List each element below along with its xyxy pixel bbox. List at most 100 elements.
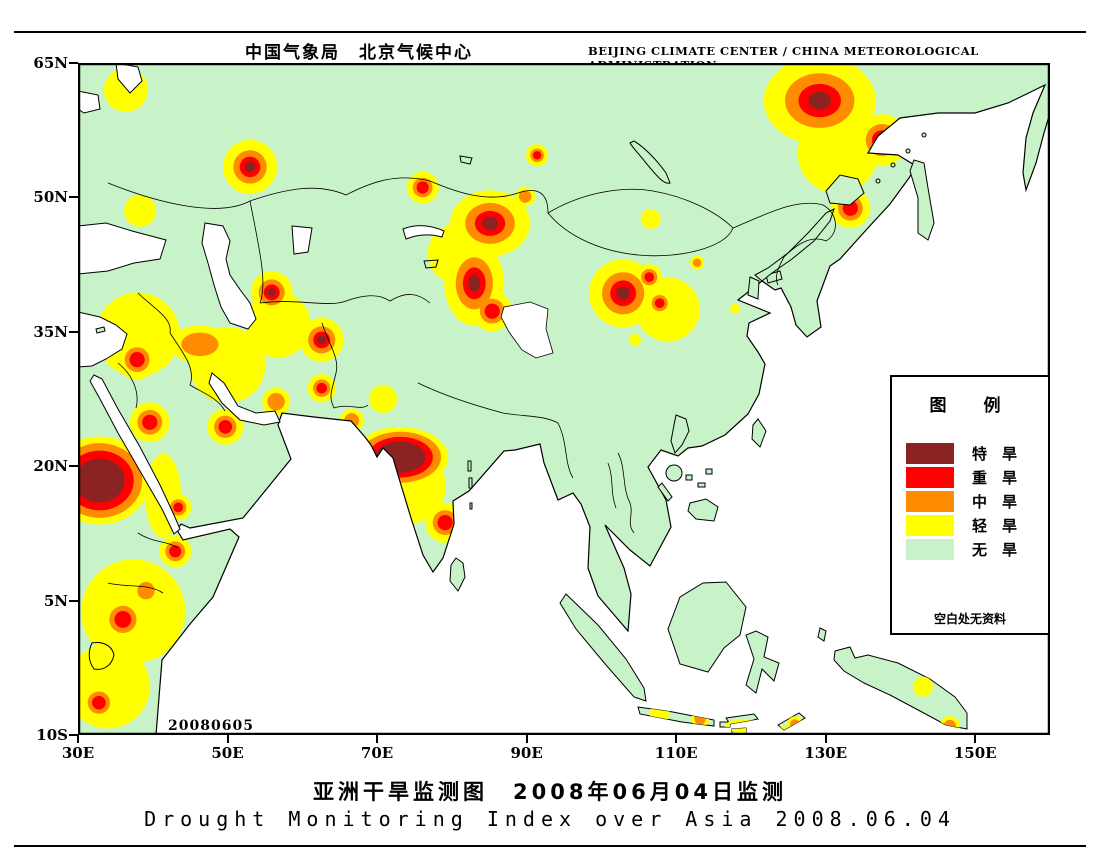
country-borders [107,177,836,594]
bottom-rule [14,845,1086,847]
lat-label-20N: 20N [33,457,68,476]
drought-area-level-4 [808,91,831,110]
drought-area-level-3 [218,420,233,434]
no-data-tibet [500,301,554,359]
island-sakhalin [909,159,935,241]
lon-tick [226,735,229,743]
legend-row: 轻 旱 [906,515,1040,536]
drought-area-level-3 [654,298,665,308]
drought-area-level-3 [92,695,106,710]
legend-swatch [906,515,954,536]
white-sea [115,63,143,94]
island-sulawesi [745,630,780,694]
lat-label-10S: 10S [36,726,68,744]
lon-label-90E: 90E [510,744,543,762]
drought-area-level-1 [629,333,641,346]
island-kuril-4 [921,132,927,138]
lat-tick [69,734,78,736]
legend-title: 图 例 [929,396,1011,416]
lon-label-70E: 70E [360,744,394,762]
footer-title-cn: 亚洲干旱监测图 2008年06月04日监测 [313,780,787,804]
island-kuril-3 [905,148,911,154]
island-kuril-2 [890,162,896,168]
lon-label-130E: 130E [804,744,848,762]
lake-issyk-kul [423,259,439,269]
drought-area-level-2 [137,582,155,600]
lat-label-65N: 65N [33,54,68,72]
drought-area-level-3 [532,151,542,160]
drought-area-level-1 [244,291,311,358]
footer-title-en: Drought Monitoring Index over Asia 2008.… [144,807,956,831]
legend-label: 中 旱 [972,493,1018,511]
lon-label-50E: 50E [211,744,244,762]
island-borneo [667,581,747,673]
lon-tick [675,735,678,743]
legend-rows: 特 旱重 旱中 旱轻 旱无 旱 [906,443,1040,563]
drought-area-level-3 [129,352,145,368]
drought-area-level-2 [692,258,702,268]
ocean [155,83,1050,735]
island-luzon [670,414,690,454]
island-honshu [754,208,835,282]
caspian-sea [201,222,257,330]
legend-swatch [906,443,954,464]
lat-tick [69,196,78,199]
legend-swatch [906,467,954,488]
legend-row: 中 旱 [906,491,1040,512]
black-sea [78,222,167,275]
drought-area-level-2 [267,393,285,411]
legend-label: 轻 旱 [972,517,1018,535]
island-andaman [467,460,473,510]
island-sri-lanka [449,557,466,592]
date-stamp: 20080605 [168,718,254,734]
drought-area-level-3 [114,611,132,628]
drought-area-level-4 [317,335,327,345]
drought-area-level-4 [244,161,256,173]
lon-label-30E: 30E [61,744,95,762]
drought-area-level-4 [482,216,498,230]
islands [95,132,968,735]
red-sea [89,374,181,535]
lon-label-110E: 110E [654,744,698,762]
drought-area-level-1 [124,194,157,227]
lake-victoria [88,642,115,670]
legend-note: 空白处无资料 [933,612,1006,626]
drought-area-level-3 [173,502,184,513]
island-kuril-1 [875,178,881,184]
legend-swatch [906,539,954,560]
legend-row: 重 旱 [906,467,1040,488]
drought-area-level-3 [484,303,500,319]
island-cyprus [95,326,106,334]
legend-label: 无 旱 [972,541,1018,559]
lake-balkhash [402,225,445,240]
aral-sea [291,225,313,255]
lat-label-5N: 5N [43,591,68,610]
header-title-cn: 中国气象局 北京气候中心 [245,43,473,63]
island-visayas [685,468,713,488]
legend-label: 重 旱 [972,469,1018,487]
drought-area-level-3 [644,272,655,282]
island-taiwan [751,418,767,448]
lon-label-150E: 150E [953,744,997,762]
top-rule [14,31,1086,33]
drought-area-level-1 [912,676,933,697]
island-mindanao [687,498,719,522]
lat-tick [69,330,78,333]
lon-tick [525,735,528,743]
lon-tick [77,735,79,743]
legend-row: 无 旱 [906,539,1040,560]
legend-label: 特 旱 [972,445,1018,463]
drought-area-level-4 [468,275,481,292]
legend-row: 特 旱 [906,443,1040,464]
drought-area-level-4 [78,458,125,503]
outlined-lakes [88,140,671,670]
drought-area-level-4 [616,286,630,301]
drought-area-level-4 [267,288,276,297]
drought-area-level-1 [640,208,661,229]
drought-area-level-1 [730,303,741,314]
lake-baikal [629,140,671,184]
island-palawan [657,482,673,502]
lake-zaysan [459,155,473,165]
island-hainan [665,464,683,482]
